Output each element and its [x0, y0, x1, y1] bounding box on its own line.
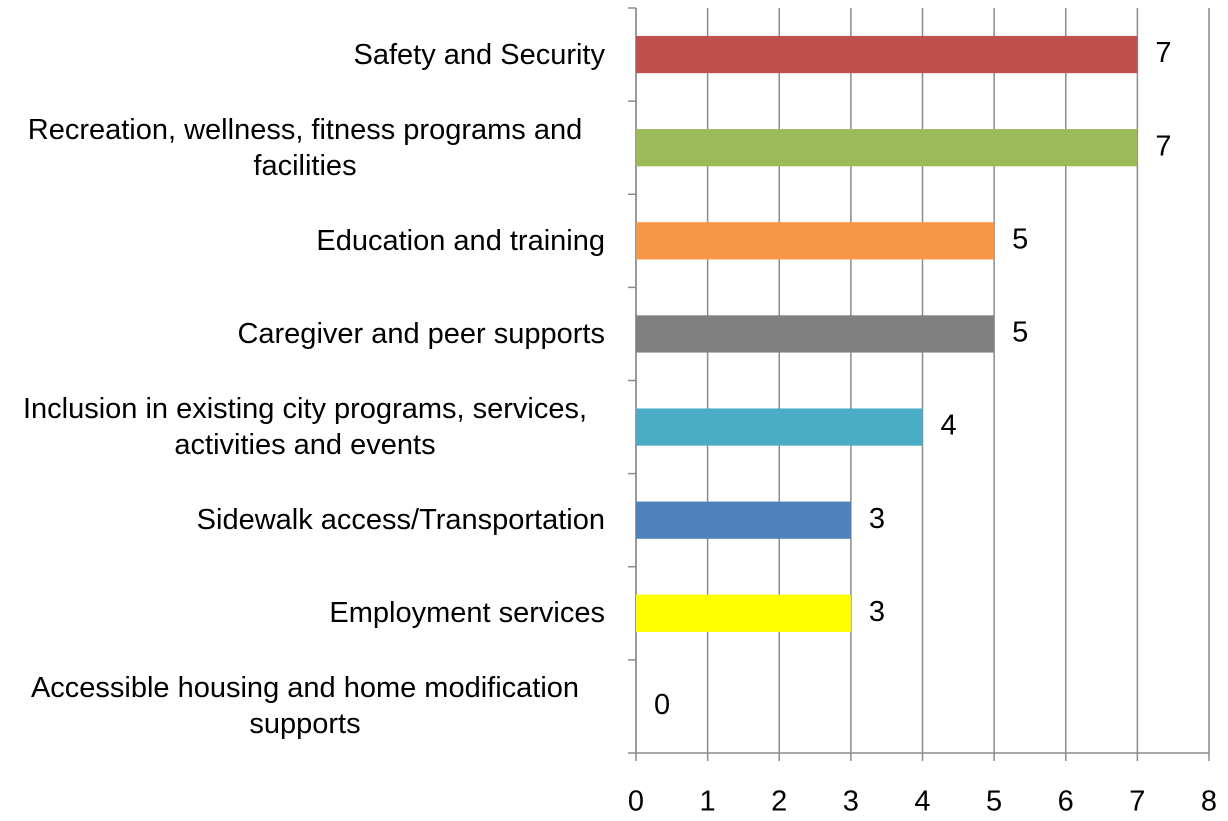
bar [636, 315, 995, 353]
y-tick-label: Caregiver and peer supports [237, 317, 605, 350]
category-label-box: Employment services [329, 568, 605, 658]
category-label-box: Education and training [316, 196, 605, 286]
x-tick-label: 3 [843, 786, 859, 818]
y-tick-label: Employment services [329, 597, 605, 630]
y-tick-label: Recreation, wellness, fitness programs a… [27, 113, 583, 182]
category-label-box: Inclusion in existing city programs, ser… [5, 382, 605, 472]
y-tick-label: Education and training [316, 224, 605, 257]
category-label-box: Caregiver and peer supports [237, 289, 605, 379]
value-label: 0 [654, 689, 670, 721]
y-tick-label: Accessible housing and home modification… [30, 672, 580, 741]
bar [636, 594, 851, 632]
bar [636, 408, 923, 446]
bar [636, 129, 1138, 167]
value-label: 4 [941, 410, 957, 442]
value-label: 7 [1155, 37, 1171, 69]
bar [636, 222, 995, 260]
category-label-box: Accessible housing and home modification… [5, 661, 605, 751]
category-label-box: Sidewalk access/Transportation [197, 475, 605, 565]
x-tick-label: 0 [628, 786, 644, 818]
bar [636, 35, 1138, 74]
x-tick-label: 4 [914, 786, 930, 818]
value-label: 3 [869, 503, 885, 535]
x-tick-label: 2 [771, 786, 787, 818]
value-label: 7 [1155, 130, 1171, 162]
y-tick-label: Safety and Security [353, 38, 605, 71]
value-label: 5 [1012, 223, 1028, 255]
bar [636, 501, 851, 539]
value-label: 3 [869, 596, 885, 628]
x-tick-label: 7 [1129, 786, 1145, 818]
x-tick-label: 5 [986, 786, 1002, 818]
category-label-box: Recreation, wellness, fitness programs a… [5, 103, 605, 193]
x-tick-label: 6 [1058, 786, 1074, 818]
value-label: 5 [1012, 317, 1028, 349]
category-label-box: Safety and Security [354, 10, 605, 100]
x-tick-label: 1 [700, 786, 716, 818]
x-tick-label: 8 [1201, 786, 1217, 818]
y-tick-label: Inclusion in existing city programs, ser… [22, 393, 588, 462]
y-tick-label: Sidewalk access/Transportation [196, 504, 605, 537]
